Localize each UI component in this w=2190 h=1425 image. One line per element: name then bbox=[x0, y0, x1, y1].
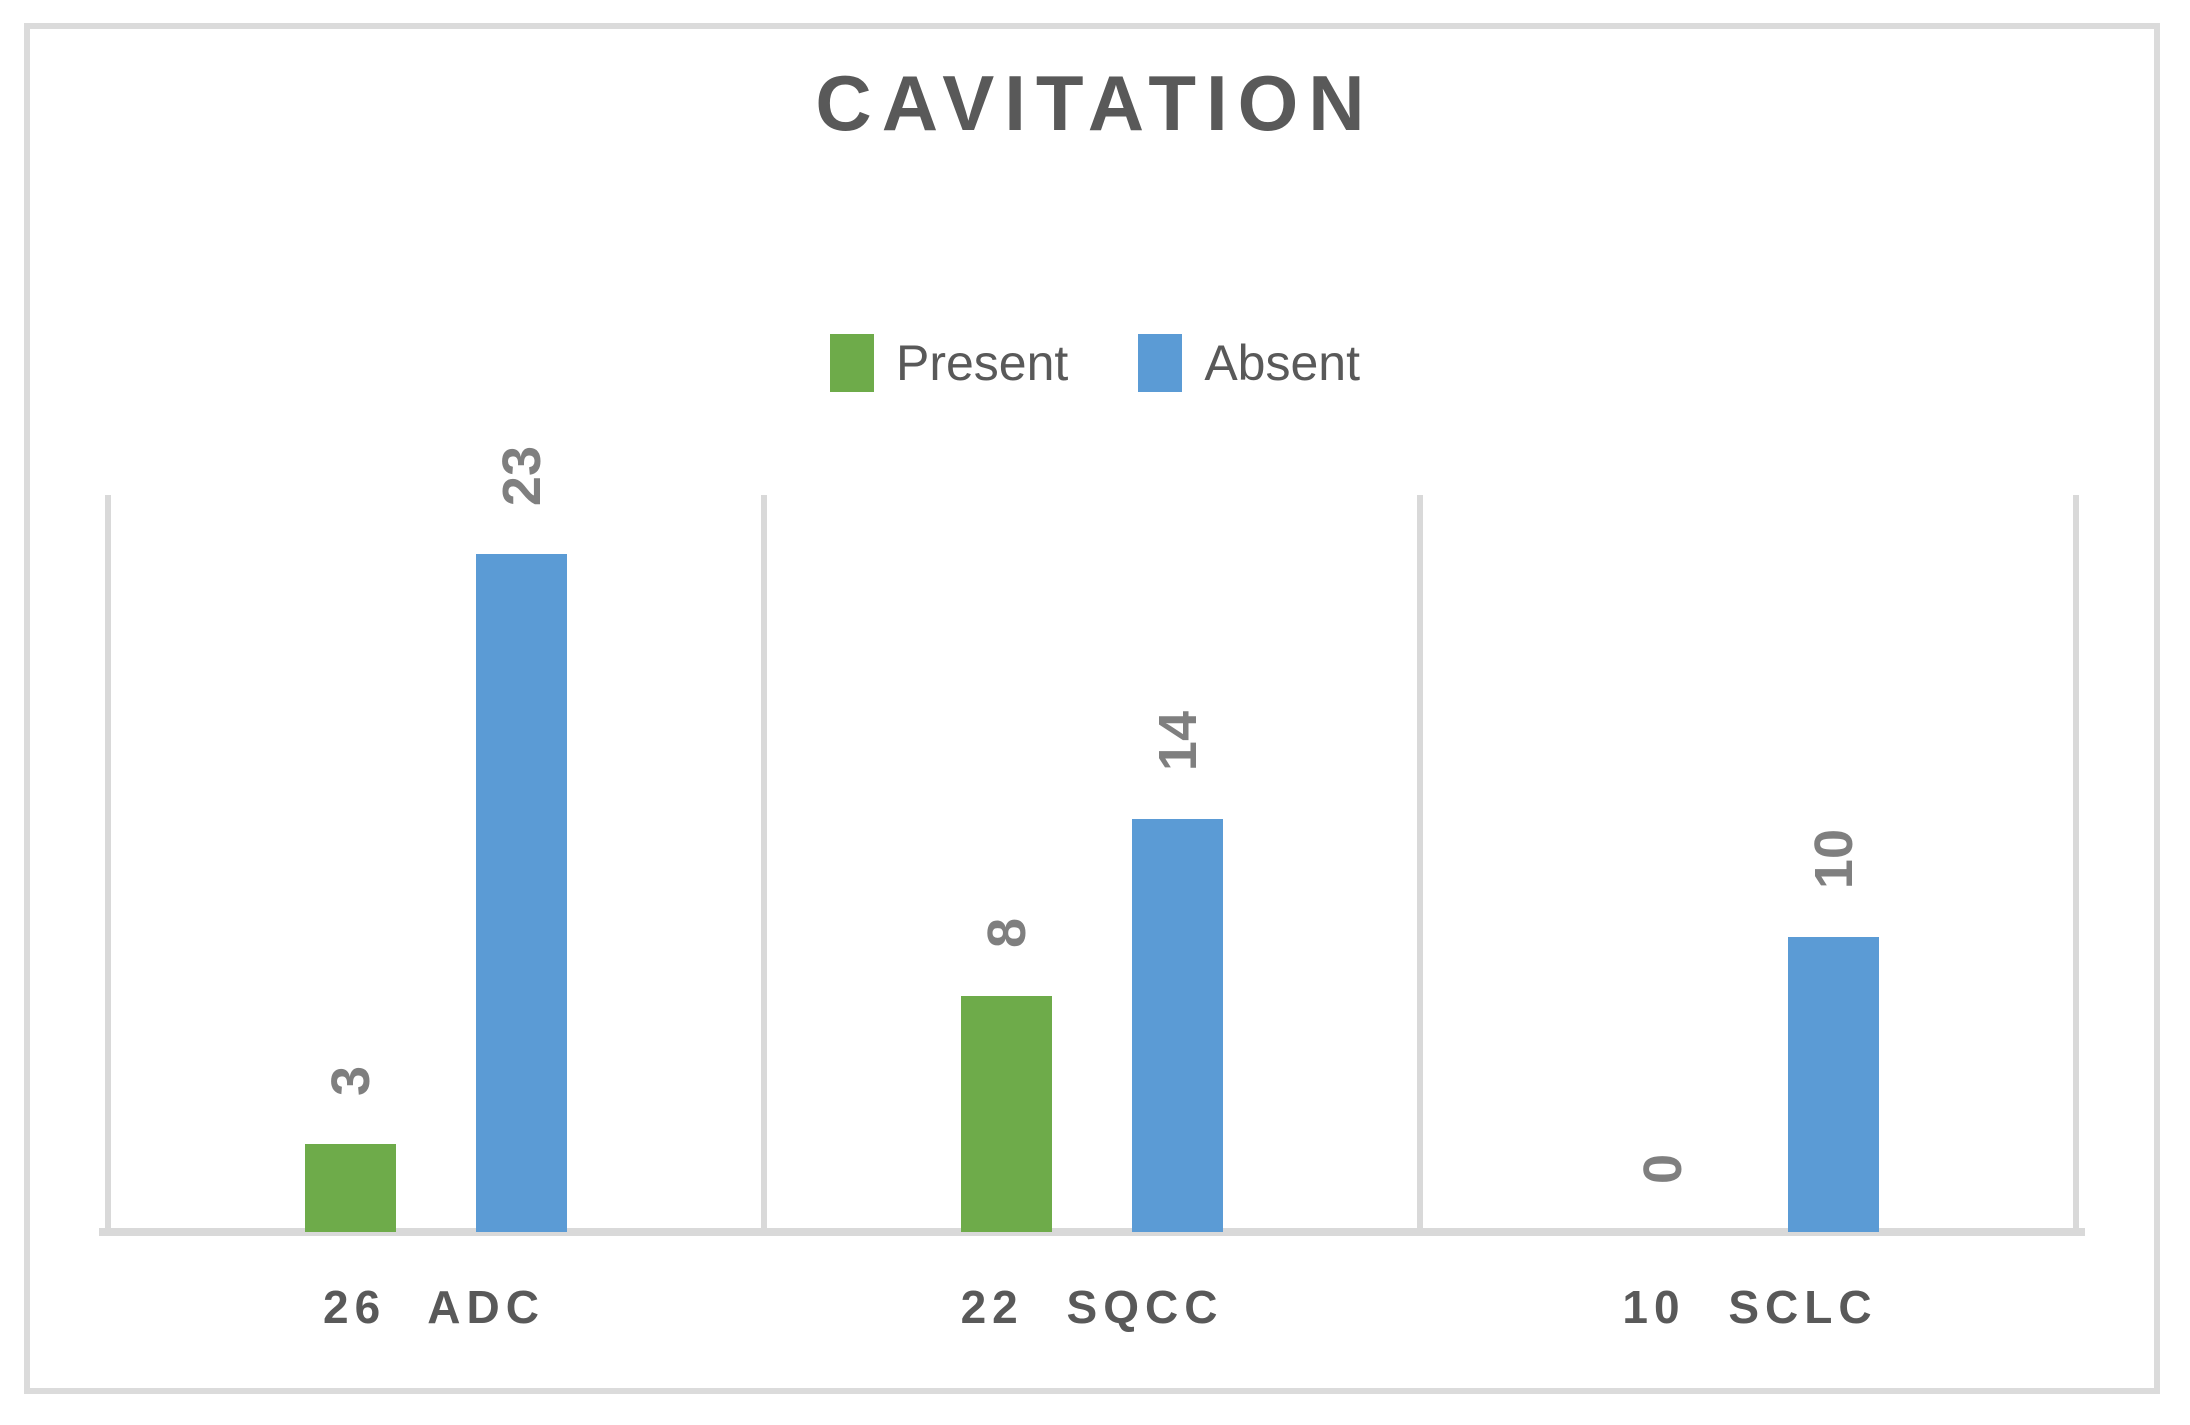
legend-item-present: Present bbox=[830, 334, 1068, 392]
bar-value-label: 23 bbox=[491, 445, 552, 506]
bar-slot: 23 bbox=[476, 446, 567, 1232]
legend-swatch-absent bbox=[1138, 334, 1183, 392]
legend-label-absent: Absent bbox=[1204, 335, 1360, 391]
plot-area: 3 23 8 14 0 10 bbox=[99, 446, 2085, 1236]
bar-present bbox=[961, 996, 1052, 1232]
bar-absent bbox=[476, 554, 567, 1232]
bar-present bbox=[305, 1144, 396, 1232]
category-group: 0 10 bbox=[1417, 495, 2079, 1232]
chart-title: CAVITATION bbox=[815, 59, 1375, 147]
category-group: 8 14 bbox=[761, 495, 1417, 1232]
legend-item-absent: Absent bbox=[1138, 334, 1360, 392]
bar-slot: 3 bbox=[305, 1066, 396, 1232]
category-label: 10 SCLC bbox=[1622, 1281, 1878, 1333]
category-group: 3 23 bbox=[105, 446, 761, 1232]
legend-swatch-present bbox=[830, 334, 874, 392]
legend: Present Absent bbox=[0, 334, 2190, 392]
bar-value-label: 14 bbox=[1147, 710, 1208, 771]
bar-value-label: 10 bbox=[1803, 828, 1864, 889]
bar-value-label: 8 bbox=[976, 917, 1037, 948]
bar-value-label: 0 bbox=[1632, 1153, 1693, 1184]
bar-absent bbox=[1788, 937, 1879, 1232]
x-axis-line bbox=[99, 1228, 2085, 1236]
legend-label-present: Present bbox=[896, 335, 1069, 391]
bar-slot: 14 bbox=[1132, 711, 1223, 1232]
bar-slot: 10 bbox=[1788, 829, 1879, 1232]
category-label: 22 SQCC bbox=[960, 1281, 1224, 1333]
bar-value-label: 3 bbox=[320, 1065, 381, 1096]
bar-absent bbox=[1132, 819, 1223, 1232]
bar-slot: 0 bbox=[1617, 1154, 1708, 1232]
bar-slot: 8 bbox=[961, 918, 1052, 1232]
category-axis: 26 ADC 22 SQCC 10 SCLC bbox=[105, 1282, 2079, 1333]
category-label: 26 ADC bbox=[323, 1281, 545, 1333]
chart-outer-border bbox=[24, 23, 2160, 1394]
